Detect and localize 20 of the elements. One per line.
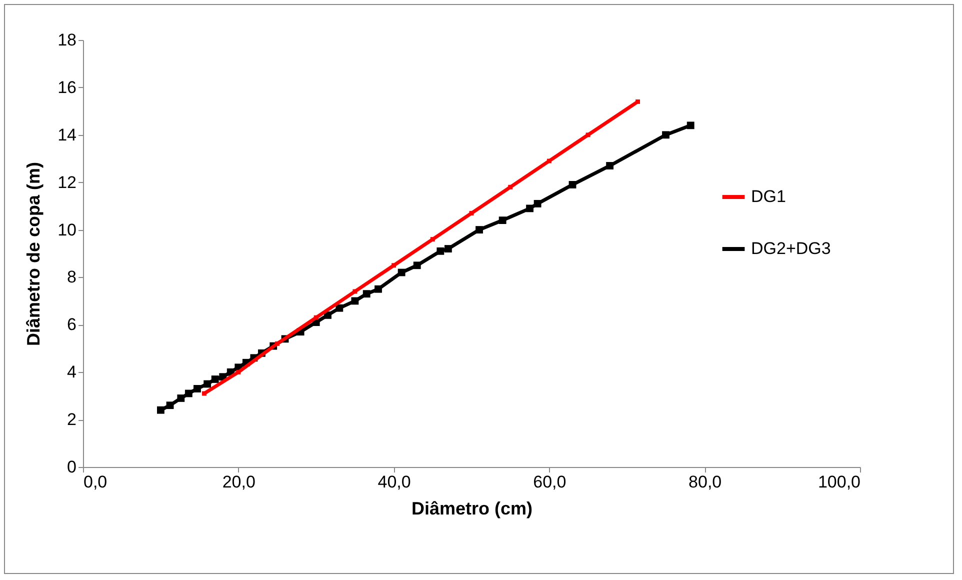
x-tick-label: 0,0 — [84, 472, 108, 492]
x-tick-label: 60,0 — [533, 472, 566, 492]
y-tick-label: 18 — [58, 30, 76, 50]
legend-label: DG2+DG3 — [751, 239, 831, 258]
x-tick-label: 80,0 — [688, 472, 722, 492]
y-tick-label: 12 — [58, 172, 76, 192]
x-axis-title: Diâmetro (cm) — [411, 498, 533, 518]
y-tick-label: 2 — [67, 410, 76, 430]
y-tick-label: 4 — [67, 362, 76, 382]
y-tick-label: 8 — [67, 268, 76, 287]
y-tick-label: 16 — [58, 78, 76, 97]
x-tick-label: 100,0 — [818, 472, 860, 492]
y-tick-label: 14 — [58, 125, 76, 144]
legend-label: DG1 — [751, 187, 786, 206]
y-tick-label: 6 — [67, 315, 76, 334]
x-tick-label: 40,0 — [378, 472, 411, 492]
y-tick-label: 0 — [67, 458, 76, 476]
y-axis-title: Diâmetro de copa (m) — [24, 162, 44, 346]
y-tick-label: 10 — [58, 220, 76, 240]
x-tick-label: 20,0 — [222, 472, 256, 492]
